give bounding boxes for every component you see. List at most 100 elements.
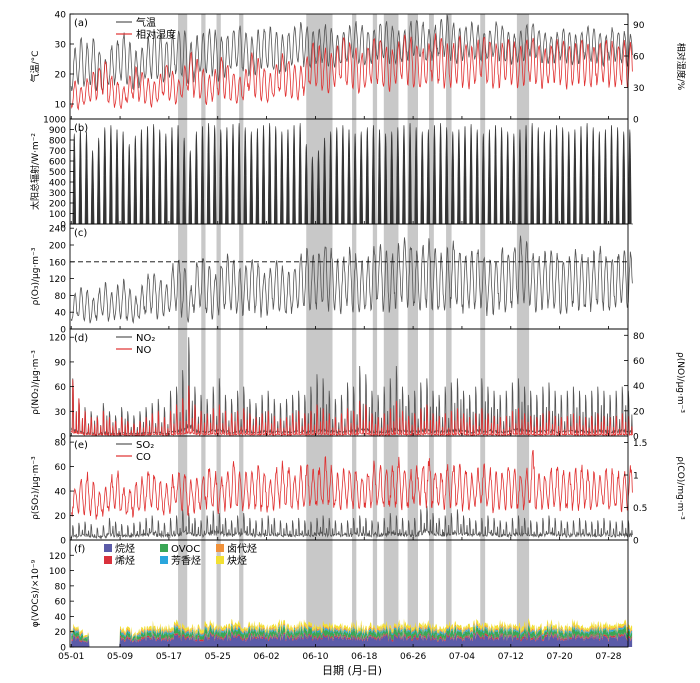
x-tick-label: 06-10 xyxy=(302,652,328,662)
y-tick-label: 60 xyxy=(55,463,67,473)
y-tick-label: 60 xyxy=(55,383,67,393)
shaded-period xyxy=(480,540,486,647)
legend-label: NO xyxy=(136,345,151,356)
panel-frame xyxy=(69,328,629,437)
y-tick-label: 600 xyxy=(49,158,66,168)
y-tick-label: 200 xyxy=(49,242,66,252)
legend-label: 烷烃 xyxy=(115,542,135,555)
x-tick-label: 07-04 xyxy=(449,652,475,662)
shaded-period xyxy=(480,329,486,436)
shaded-period xyxy=(407,540,418,647)
legend-swatch xyxy=(160,544,168,552)
legend-swatch xyxy=(160,556,168,564)
shaded-period xyxy=(239,540,244,647)
shaded-period xyxy=(216,436,221,540)
legend-label: 卤代烃 xyxy=(227,542,257,555)
shaded-period xyxy=(407,436,418,540)
y-tick-label: 0 xyxy=(60,537,66,547)
x-tick-label: 07-12 xyxy=(498,652,524,662)
y-axis-label: ρ(NO₂)/μg·m⁻³ xyxy=(31,350,41,415)
series-line-CO xyxy=(70,449,633,520)
panel-letter: (d) xyxy=(74,333,88,344)
legend-label: 气温 xyxy=(136,16,156,29)
series-line-相对湿度 xyxy=(70,33,633,111)
shaded-period xyxy=(407,329,418,436)
shaded-period xyxy=(428,14,434,119)
x-tick-label: 05-09 xyxy=(107,652,133,662)
shaded-period xyxy=(306,224,333,329)
y-tick-label: 160 xyxy=(49,258,66,268)
panel-letter: (c) xyxy=(74,228,87,239)
shaded-period xyxy=(516,436,530,540)
y-tick-label: 0 xyxy=(60,433,66,443)
shaded-period xyxy=(383,540,399,647)
y-axis-label: 太阳总辐射/W·m⁻² xyxy=(29,133,41,210)
y-right-tick-label: 0 xyxy=(633,433,639,443)
shaded-period xyxy=(352,540,357,647)
legend-label: 烯烃 xyxy=(115,554,135,567)
shaded-period xyxy=(239,224,244,329)
shaded-period xyxy=(178,119,188,224)
shaded-period xyxy=(372,329,378,436)
shaded-period xyxy=(239,329,244,436)
y-tick-label: 80 xyxy=(55,439,67,449)
y-tick-label: 40 xyxy=(55,613,67,623)
shaded-period xyxy=(516,329,530,436)
legend-label: 炔烃 xyxy=(227,554,247,567)
stacked-area-烷烃 xyxy=(71,633,633,647)
panel-letter: (e) xyxy=(74,440,88,451)
panel-frame xyxy=(69,539,629,648)
y-tick-label: 0 xyxy=(60,644,66,654)
legend-label: 相对湿度 xyxy=(136,28,176,41)
y-tick-label: 10 xyxy=(55,101,67,111)
shaded-period xyxy=(372,436,378,540)
shaded-period xyxy=(446,119,452,224)
data-layer xyxy=(70,14,633,647)
shaded-period xyxy=(201,540,206,647)
y-tick-label: 40 xyxy=(55,488,67,498)
y-tick-label: 20 xyxy=(55,512,67,522)
shaded-period xyxy=(480,14,486,119)
y-right-tick-label: 60 xyxy=(633,53,645,63)
legend-swatch xyxy=(216,556,224,564)
x-tick-label: 05-17 xyxy=(156,652,182,662)
axes-layer: (a)10203040气温/°C0306090相对湿度/%气温相对湿度(b)01… xyxy=(29,11,687,663)
x-tick-label: 06-02 xyxy=(254,652,280,662)
y-tick-label: 120 xyxy=(49,275,66,285)
shaded-period xyxy=(428,119,434,224)
stacked-area-烯烃 xyxy=(71,631,633,647)
y-right-tick-label: 0 xyxy=(633,116,639,126)
y-right-axis-label: ρ(CO)/mg·m⁻³ xyxy=(675,456,685,520)
y-axis-label: 气温/°C xyxy=(29,51,41,83)
shaded-period xyxy=(428,329,434,436)
shaded-period xyxy=(178,540,188,647)
y-right-tick-label: 40 xyxy=(633,382,645,392)
y-tick-label: 90 xyxy=(55,358,67,368)
shaded-period xyxy=(428,540,434,647)
series-line-p2 xyxy=(70,235,633,325)
y-tick-label: 0 xyxy=(60,221,66,231)
legend-label: NO₂ xyxy=(136,333,155,344)
y-right-tick-label: 0 xyxy=(633,537,639,547)
series-line-SO₂ xyxy=(70,505,633,540)
shaded-period xyxy=(428,224,434,329)
y-tick-label: 30 xyxy=(55,408,67,418)
x-tick-label: 05-01 xyxy=(58,652,84,662)
shaded-period xyxy=(201,224,206,329)
y-tick-label: 800 xyxy=(49,137,66,147)
stacked-area-炔烃 xyxy=(71,618,633,647)
shaded-period xyxy=(383,329,399,436)
y-tick-label: 80 xyxy=(55,582,67,592)
shaded-period xyxy=(372,540,378,647)
y-right-tick-label: 90 xyxy=(633,21,645,31)
y-axis-label: φ(VOCs)/×10⁻⁹ xyxy=(31,559,41,627)
legend-swatch xyxy=(216,544,224,552)
shaded-period xyxy=(352,329,357,436)
y-tick-label: 100 xyxy=(49,210,66,220)
y-right-axis-label: 相对湿度/% xyxy=(675,43,687,91)
shaded-period xyxy=(216,540,221,647)
legend-label: 芳香烃 xyxy=(171,554,201,567)
y-tick-label: 500 xyxy=(49,168,66,178)
panel-frame xyxy=(69,435,629,541)
shaded-period xyxy=(216,329,221,436)
